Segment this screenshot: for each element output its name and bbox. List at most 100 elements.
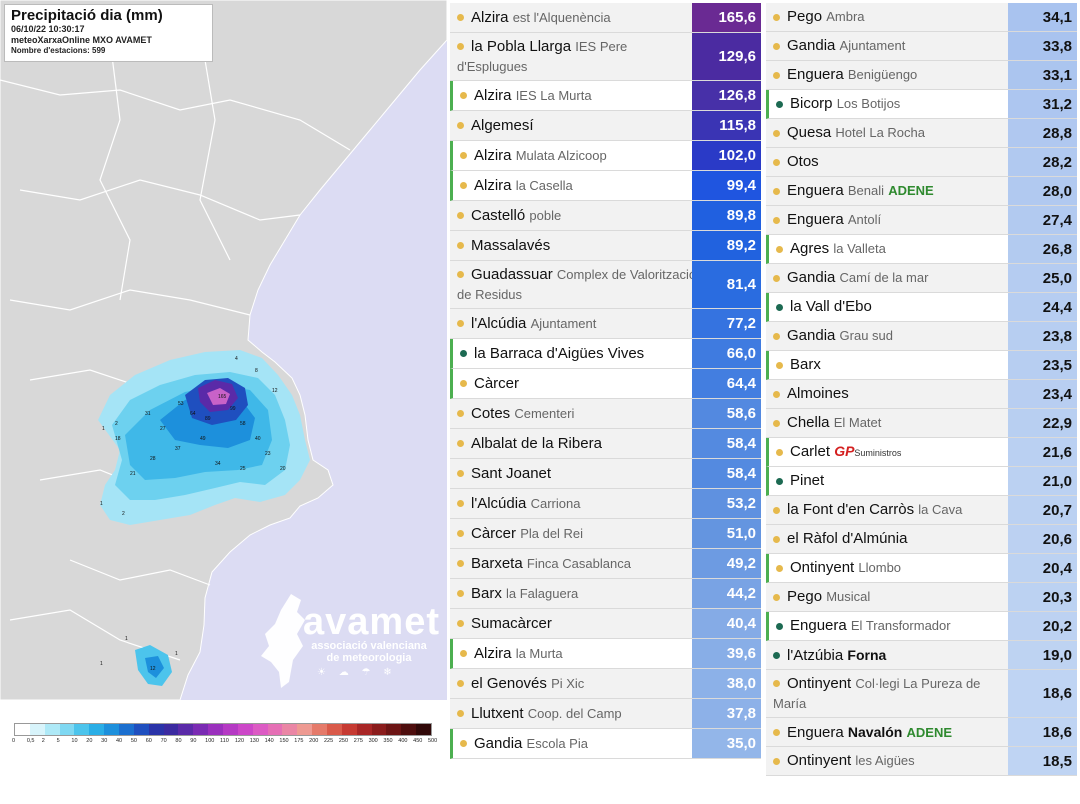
station-row[interactable]: el Genovés Pi Xic 38,0 <box>450 669 761 699</box>
map-datetime: 06/10/22 10:30:17 <box>11 24 85 34</box>
station-precip-value: 23,4 <box>1008 380 1077 408</box>
station-row[interactable]: Albalat de la Ribera 58,4 <box>450 429 761 459</box>
station-row[interactable]: Ontinyent les Aigües 18,5 <box>766 747 1077 776</box>
station-row[interactable]: el Ràfol d'Almúnia 20,6 <box>766 525 1077 554</box>
station-site: la Casella <box>515 177 573 193</box>
station-row[interactable]: Carlet GPSuministros 21,6 <box>766 438 1077 467</box>
station-row[interactable]: Algemesí 115,8 <box>450 111 761 141</box>
svg-text:12: 12 <box>272 388 278 394</box>
station-row[interactable]: la Font d'en Carròs la Cava 20,7 <box>766 496 1077 525</box>
station-row[interactable]: Chella El Matet 22,9 <box>766 409 1077 438</box>
station-row[interactable]: Gandia Ajuntament 33,8 <box>766 32 1077 61</box>
station-row[interactable]: Enguera Benigüengo 33,1 <box>766 61 1077 90</box>
station-row[interactable]: Càrcer Pla del Rei 51,0 <box>450 519 761 549</box>
station-row[interactable]: Massalavés 89,2 <box>450 231 761 261</box>
yellow-dot-icon <box>457 620 464 627</box>
scale-label: 150 <box>279 738 289 744</box>
yellow-dot-icon <box>460 152 467 159</box>
station-row[interactable]: l'Atzúbia Forna 19,0 <box>766 641 1077 670</box>
scale-label: 30 <box>101 738 108 744</box>
yellow-dot-icon <box>776 361 783 369</box>
yellow-dot-icon <box>460 380 467 387</box>
yellow-dot-icon <box>457 122 464 129</box>
station-site: Col·legi La Pureza de María <box>773 675 981 711</box>
station-precip-value: 28,0 <box>1008 177 1077 205</box>
station-row[interactable]: Alzira IES La Murta 126,8 <box>450 81 761 111</box>
station-label: la Font d'en Carròs la Cava <box>787 500 962 520</box>
station-row[interactable]: Barx 23,5 <box>766 351 1077 380</box>
station-town: Ontinyent <box>790 559 855 576</box>
station-row[interactable]: Alzira la Casella 99,4 <box>450 171 761 201</box>
station-row[interactable]: Alzira est l'Alquenència 165,6 <box>450 3 761 33</box>
avamet-subtitle-line2: de meteorologia <box>326 652 412 664</box>
station-row[interactable]: Sumacàrcer 40,4 <box>450 609 761 639</box>
station-row[interactable]: Sant Joanet 58,4 <box>450 459 761 489</box>
station-town: Llutxent <box>471 704 524 722</box>
station-row[interactable]: Llutxent Coop. del Camp 37,8 <box>450 699 761 729</box>
station-row[interactable]: la Pobla Llarga IES Pere d'Esplugues 129,… <box>450 33 761 81</box>
station-row[interactable]: Gandia Camí de la mar 25,0 <box>766 264 1077 293</box>
station-row[interactable]: Alzira Mulata Alzicoop 102,0 <box>450 141 761 171</box>
station-label: Pinet <box>790 471 824 491</box>
station-row[interactable]: Barxeta Finca Casablanca 49,2 <box>450 549 761 579</box>
station-name-cell: Sumacàrcer <box>450 609 703 638</box>
station-row[interactable]: Otos 28,2 <box>766 148 1077 177</box>
scale-swatch <box>89 724 105 735</box>
scale-swatch <box>267 724 283 735</box>
station-row[interactable]: Càrcer 64,4 <box>450 369 761 399</box>
map-station-count: Nombre d'estacions: 599 <box>11 46 106 55</box>
station-row[interactable]: Bicorp Los Botijos 31,2 <box>766 90 1077 119</box>
station-row[interactable]: Enguera Antolí 27,4 <box>766 206 1077 235</box>
svg-text:28: 28 <box>150 456 156 462</box>
svg-text:53: 53 <box>178 401 184 407</box>
yellow-dot-icon <box>457 560 464 567</box>
station-row[interactable]: Guadassuar Complex de Valorització de Re… <box>450 261 761 309</box>
station-row[interactable]: Ontinyent Llombo 20,4 <box>766 554 1077 583</box>
station-row[interactable]: Pego Musical 20,3 <box>766 583 1077 612</box>
station-row[interactable]: Alzira la Murta 39,6 <box>450 639 761 669</box>
station-row[interactable]: Pego Ambra 34,1 <box>766 3 1077 32</box>
station-row[interactable]: la Vall d'Ebo 24,4 <box>766 293 1077 322</box>
station-site: les Aigües <box>855 753 915 768</box>
station-row[interactable]: Quesa Hotel La Rocha 28,8 <box>766 119 1077 148</box>
station-precip-value: 89,2 <box>692 231 761 260</box>
scale-swatch <box>193 724 209 735</box>
station-row[interactable]: l'Alcúdia Ajuntament 77,2 <box>450 309 761 339</box>
station-row[interactable]: Gandia Escola Pia 35,0 <box>450 729 761 759</box>
station-name-cell: Llutxent Coop. del Camp <box>450 699 703 728</box>
station-row[interactable]: Enguera Navalón ADENE 18,6 <box>766 718 1077 747</box>
station-precip-value: 58,4 <box>692 459 761 488</box>
station-label: Alzira IES La Murta <box>474 86 592 106</box>
station-row[interactable]: la Barraca d'Aigües Vives 66,0 <box>450 339 761 369</box>
station-row[interactable]: Gandia Grau sud 23,8 <box>766 322 1077 351</box>
station-site: El Transformador <box>850 618 951 633</box>
station-row[interactable]: Barx la Falaguera 44,2 <box>450 579 761 609</box>
station-site: Ajuntament <box>530 315 597 331</box>
yellow-dot-icon <box>457 271 464 279</box>
station-row[interactable]: Ontinyent Col·legi La Pureza de María 18,… <box>766 670 1077 718</box>
map-source: meteoXarxaOnline MXO AVAMET <box>11 35 152 45</box>
station-name-cell: Ontinyent Col·legi La Pureza de María <box>766 670 1019 717</box>
station-site: est l'Alquenència <box>512 9 611 25</box>
station-row[interactable]: Pinet 21,0 <box>766 467 1077 496</box>
station-row[interactable]: Agres la Valleta 26,8 <box>766 235 1077 264</box>
station-row[interactable]: Enguera Benali ADENE 28,0 <box>766 177 1077 206</box>
scale-label: 175 <box>294 738 304 744</box>
station-label: Alzira Mulata Alzicoop <box>474 146 607 166</box>
station-row[interactable]: Enguera El Transformador 20,2 <box>766 612 1077 641</box>
station-row[interactable]: l'Alcúdia Carriona 53,2 <box>450 489 761 519</box>
station-name-cell: Carlet GPSuministros <box>769 438 1019 466</box>
yellow-dot-icon <box>457 242 464 249</box>
station-name-cell: l'Alcúdia Ajuntament <box>450 309 703 338</box>
station-row[interactable]: Almoines 23,4 <box>766 380 1077 409</box>
station-name-cell: Alzira la Murta <box>453 639 703 668</box>
station-row[interactable]: Castelló poble 89,8 <box>450 201 761 231</box>
station-label: Càrcer <box>474 374 519 394</box>
station-site: Benali <box>847 183 885 198</box>
yellow-dot-icon <box>776 564 783 572</box>
station-precip-value: 20,2 <box>1008 612 1077 640</box>
station-town: Almoines <box>787 385 849 402</box>
station-row[interactable]: Cotes Cementeri 58,6 <box>450 399 761 429</box>
station-precip-value: 23,5 <box>1008 351 1077 379</box>
